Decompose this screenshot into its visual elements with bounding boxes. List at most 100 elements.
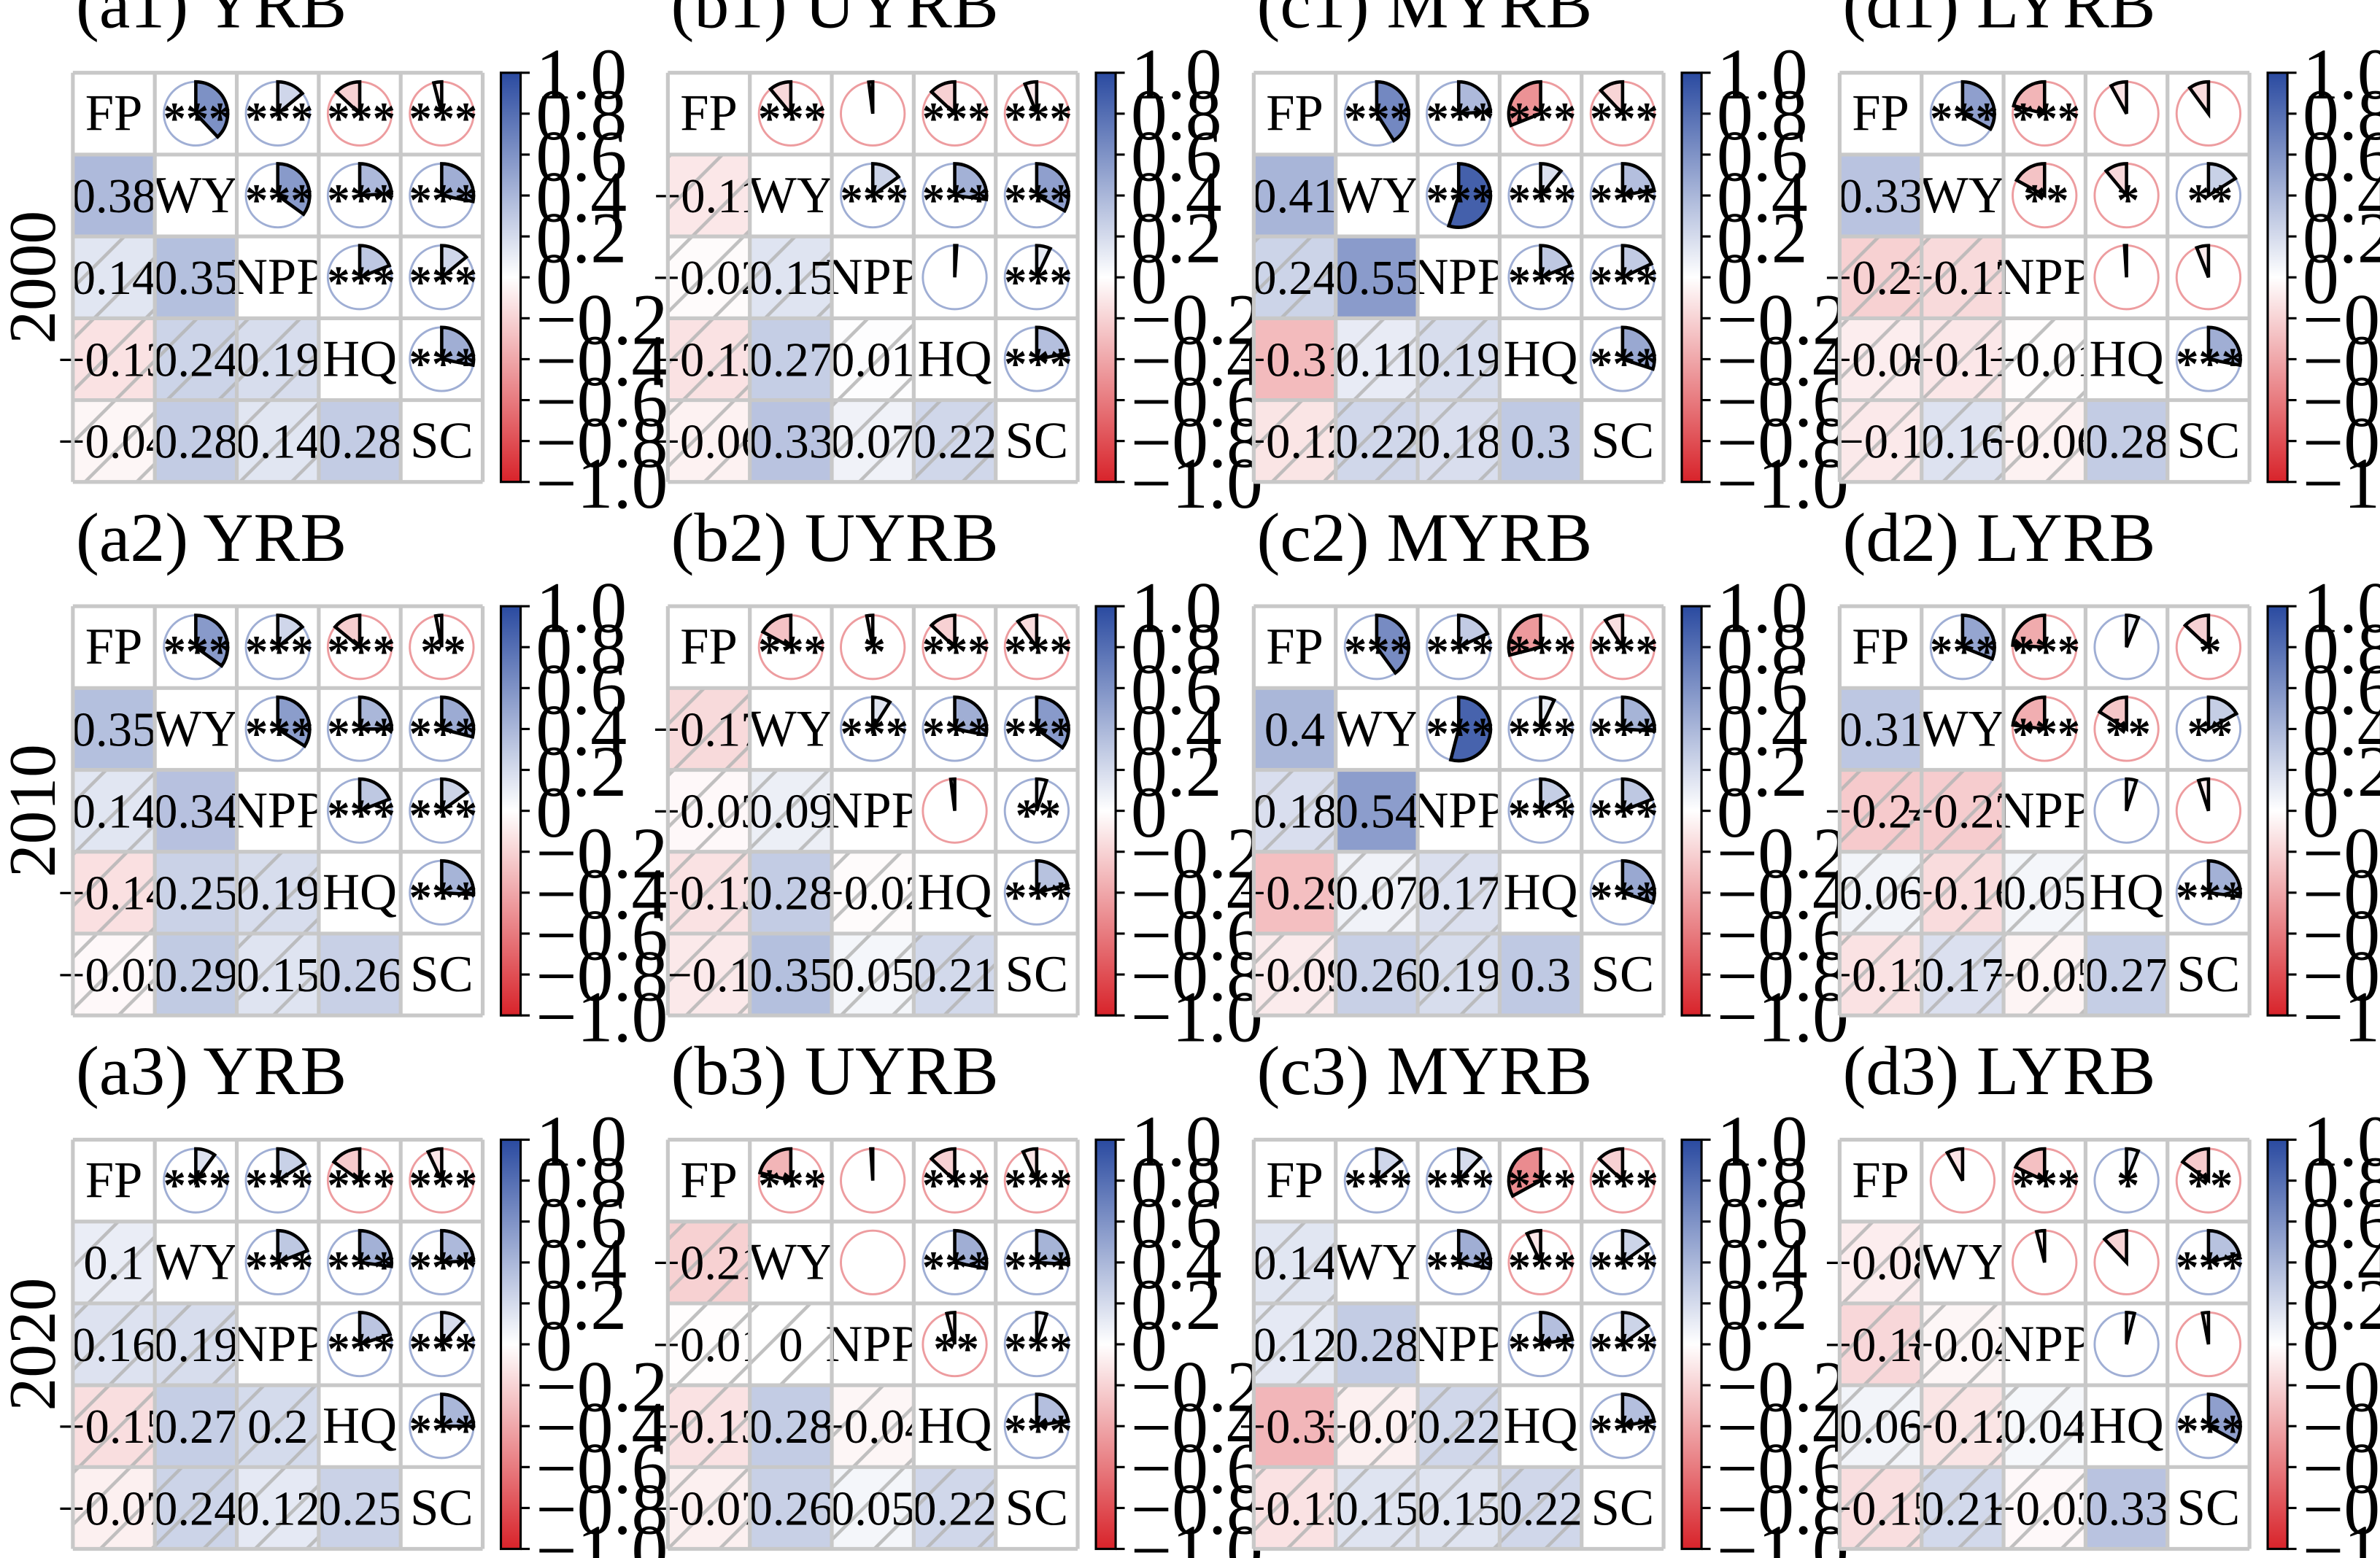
correlation-value: 0.25 [317, 1482, 402, 1535]
correlation-value: −0.1 [665, 949, 753, 1002]
correlation-value: 0.18 [1252, 786, 1337, 839]
pie-wedge [1539, 162, 1564, 201]
hatch-overlay [72, 933, 155, 1016]
significance-stars: *** [1344, 627, 1413, 677]
pie-wedge [431, 80, 444, 115]
colorbar-tick-label: 0.6 [536, 115, 627, 196]
colorbar-tick-label: −0.2 [1131, 1346, 1263, 1427]
variable-label: HQ [1503, 1398, 1577, 1454]
hatch-overlay [1921, 770, 2004, 852]
colorbar [1094, 605, 1117, 1017]
diagonal-cell [1581, 933, 1664, 1016]
significance-stars: * [2117, 175, 2139, 225]
pie-wedge [1524, 1228, 1542, 1263]
pie-wedge [276, 613, 305, 651]
diagonal-cell [236, 236, 319, 319]
hatch-overlay [1418, 933, 1500, 1016]
colorbar-tick-label: 0 [1717, 1305, 1753, 1386]
variable-label: SC [1005, 946, 1069, 1003]
colorbar-tick-label: −0.8 [536, 935, 668, 1016]
pie-wedge [870, 162, 901, 199]
pie-wedge [331, 1147, 362, 1185]
hatch-overlay [1253, 400, 1336, 482]
pie-wedge [1620, 244, 1654, 280]
colorbar [499, 71, 522, 484]
colorbar-tick-label: 0.4 [1131, 156, 1222, 237]
colorbar-tick-label: 0.4 [536, 1223, 627, 1304]
hatch-overlay [1921, 236, 2004, 319]
correlation-cell [155, 933, 237, 1016]
diagonal-cell [1921, 688, 2004, 770]
significance-stars: *** [409, 1242, 478, 1292]
significance-stars: *** [1590, 93, 1658, 144]
correlation-cell [318, 933, 401, 1016]
variable-label: FP [680, 619, 738, 675]
colorbar-tick-label: −0.2 [2303, 813, 2380, 894]
colorbar-tick-label: −1.0 [1717, 977, 1849, 1058]
significance-stars: *** [922, 175, 991, 225]
colorbar-tick-label: −1.0 [1131, 443, 1263, 524]
pie-wedge [2182, 613, 2211, 651]
colorbar-tick-label: 0 [2303, 772, 2339, 853]
pie-wedge [2125, 613, 2141, 648]
colorbar-tick-label: 0.6 [2303, 1182, 2380, 1263]
hatch-overlay [2004, 933, 2086, 1016]
pie-wedge [1035, 1228, 1070, 1266]
correlation-value: 0.28 [2084, 416, 2168, 469]
correlation-value: 0.11 [1335, 333, 1418, 387]
pie-wedge [1539, 777, 1571, 814]
variable-label: HQ [2090, 1398, 2164, 1454]
colorbar [1094, 71, 1117, 484]
hatch-overlay [1839, 318, 1922, 400]
variable-label: HQ [917, 330, 992, 387]
pie-wedge [1620, 859, 1656, 905]
correlation-value: −0.06 [1988, 416, 2101, 469]
variable-label: FP [1266, 85, 1324, 142]
correlation-value: 0.22 [1334, 416, 1419, 469]
correlation-value: −0.04 [58, 416, 170, 469]
colorbar-tick-label: −0.4 [2303, 320, 2380, 401]
significance-stars: *** [758, 1160, 827, 1211]
correlation-value: 0.55 [1334, 252, 1419, 305]
panel-title: (d2) LYRB [1843, 499, 2156, 576]
variable-label: WY [1334, 1234, 1420, 1291]
colorbar-tick-label: 0.6 [1131, 115, 1222, 196]
significance-stars: *** [758, 627, 827, 677]
hatch-overlay [1921, 1467, 2004, 1549]
correlation-cell [1253, 1385, 1336, 1468]
correlation-value: 0.15 [235, 949, 320, 1002]
correlation-value: 0.14 [72, 252, 156, 305]
variable-label: SC [410, 413, 474, 470]
correlation-cell [1253, 154, 1336, 237]
correlation-value: −0.13 [1825, 949, 1937, 1002]
hatch-overlay [668, 1385, 750, 1468]
hatch-overlay [1839, 236, 1922, 319]
hatch-overlay [236, 318, 319, 400]
pie-wedge [2122, 244, 2128, 278]
pie-wedge [1603, 613, 1625, 654]
diagonal-cell [832, 1303, 914, 1386]
variable-label: FP [680, 1152, 738, 1209]
significance-stars: *** [1508, 257, 1577, 307]
significance-stars: *** [163, 1160, 232, 1211]
colorbar-tick-label: −1.0 [1717, 1510, 1849, 1558]
significance-stars: *** [1590, 1242, 1658, 1292]
colorbar-tick-label: −0.8 [2303, 935, 2380, 1016]
correlation-value: 0.35 [749, 949, 833, 1002]
correlation-value: 0.28 [317, 416, 402, 469]
diagonal-cell [1418, 236, 1500, 319]
correlation-value: 0.19 [235, 333, 320, 387]
hatch-overlay [1499, 1467, 1582, 1549]
hatch-overlay [1839, 1303, 1922, 1386]
pie-wedge [2206, 859, 2242, 899]
colorbar-tick-label: −1.0 [2303, 1510, 2380, 1558]
colorbar-tick-label: 0.2 [1131, 1264, 1222, 1345]
correlation-value: 0.33 [749, 416, 833, 469]
diagonal-cell [749, 1221, 832, 1303]
colorbar-tick-label: −1.0 [2303, 977, 2380, 1058]
diagonal-cell [236, 1303, 319, 1386]
correlation-cell [749, 1385, 832, 1468]
pie-wedge [1375, 1147, 1404, 1185]
